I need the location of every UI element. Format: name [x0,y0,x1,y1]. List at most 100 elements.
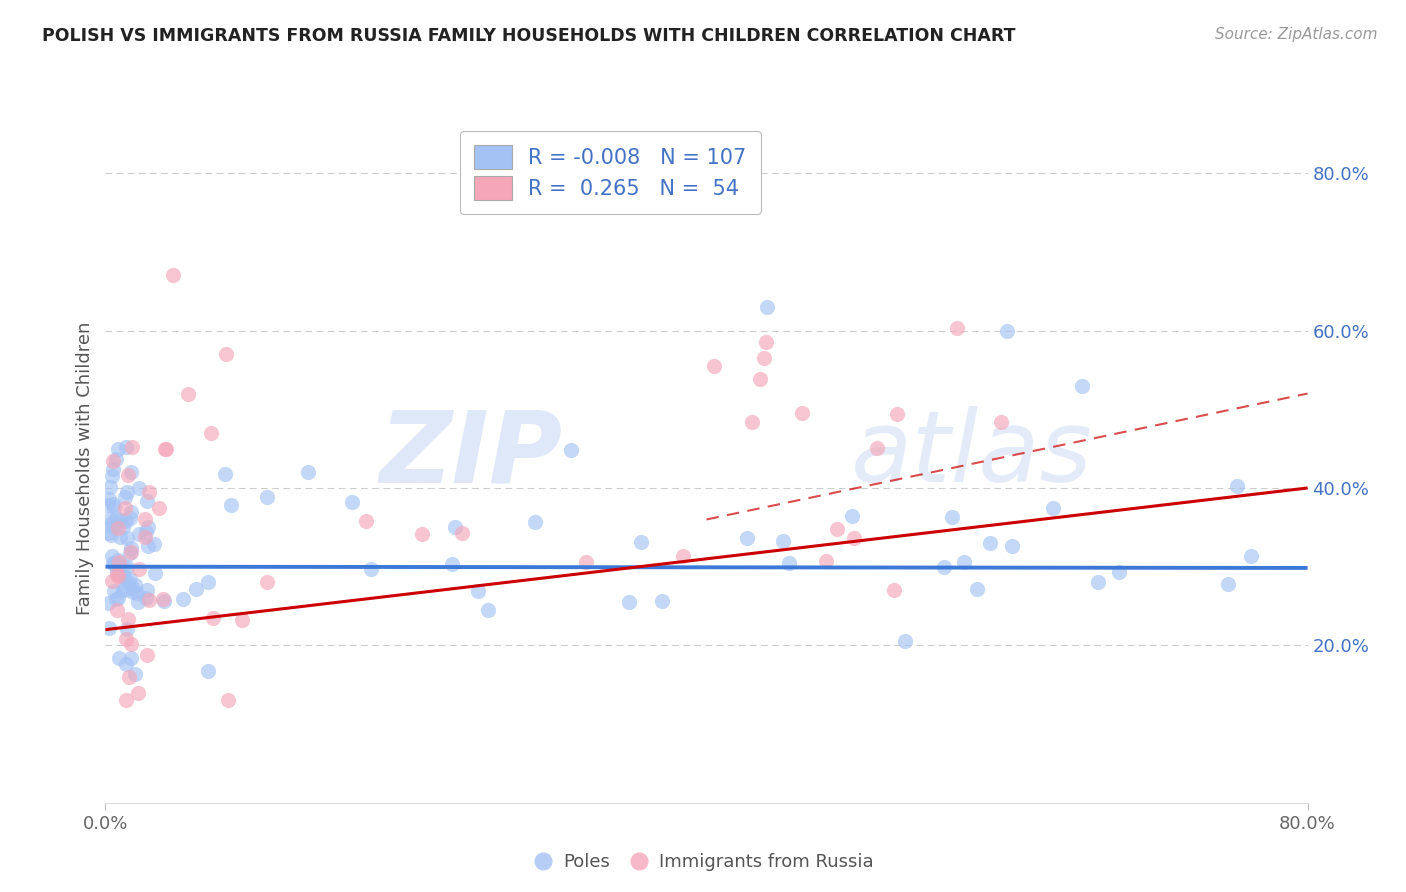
Point [197,664,219,678]
Point [100,528,122,542]
Point [112,582,135,597]
Point [104,451,127,466]
Point [128,481,150,495]
Point [121,584,143,599]
Point [617,594,640,608]
Text: Source: ZipAtlas.com: Source: ZipAtlas.com [1215,27,1378,42]
Point [107,557,129,571]
Point [104,591,127,606]
Point [703,359,725,373]
Point [115,574,138,588]
Y-axis label: Family Households with Children: Family Households with Children [76,322,94,615]
Point [128,562,150,576]
Point [135,583,157,598]
Point [1087,575,1109,590]
Point [630,535,652,549]
Point [749,371,772,385]
Point [755,300,778,314]
Point [360,562,382,576]
Point [444,520,467,534]
Point [107,553,129,567]
Point [101,462,124,476]
Point [127,685,149,699]
Point [340,494,363,508]
Point [101,549,124,563]
Point [1042,500,1064,515]
Point [107,569,129,583]
Point [136,494,159,508]
Point [197,575,219,590]
Point [200,425,222,440]
Point [115,515,138,529]
Point [115,693,138,707]
Point [979,536,1001,550]
Point [103,497,125,511]
Point [117,611,139,625]
Point [217,693,239,707]
Point [953,555,976,569]
Point [118,511,141,525]
Point [115,560,138,574]
Point [107,442,129,456]
Point [107,651,129,665]
Point [755,335,778,350]
Point [143,566,166,581]
Point [96,498,118,512]
Point [411,527,433,541]
Point [112,559,135,574]
Point [990,415,1012,429]
Text: POLISH VS IMMIGRANTS FROM RUSSIA FAMILY HOUSEHOLDS WITH CHILDREN CORRELATION CHA: POLISH VS IMMIGRANTS FROM RUSSIA FAMILY … [42,27,1015,45]
Point [101,518,124,533]
Text: ZIP: ZIP [380,407,562,503]
Point [752,351,775,366]
Point [219,498,242,512]
Point [883,583,905,598]
Point [143,537,166,551]
Point [651,593,673,607]
Point [110,515,132,529]
Point [114,490,136,504]
Point [941,509,963,524]
Point [1001,539,1024,553]
Point [124,578,146,592]
Point [177,386,200,401]
Point [120,505,142,519]
Point [121,581,143,595]
Point [97,525,120,540]
Point [155,442,177,456]
Point [153,594,176,608]
Point [231,613,253,627]
Point [1216,577,1239,591]
Point [138,485,160,500]
Point [115,440,138,454]
Point [153,442,176,457]
Point [214,347,236,361]
Point [112,570,135,584]
Point [256,490,278,504]
Point [115,622,138,636]
Point [741,415,763,429]
Point [477,603,499,617]
Point [107,521,129,535]
Point [103,557,125,571]
Point [111,582,134,597]
Legend: Poles, Immigrants from Russia: Poles, Immigrants from Russia [526,847,880,879]
Point [101,469,124,483]
Point [735,531,758,545]
Point [1071,378,1094,392]
Point [148,501,170,516]
Point [790,406,813,420]
Point [118,572,141,586]
Point [117,468,139,483]
Point [201,611,224,625]
Point [256,574,278,589]
Point [98,491,121,506]
Point [441,557,464,571]
Point [121,440,143,454]
Point [107,591,129,606]
Point [120,545,142,559]
Point [135,524,157,539]
Point [135,648,157,662]
Point [186,582,208,596]
Point [575,555,598,569]
